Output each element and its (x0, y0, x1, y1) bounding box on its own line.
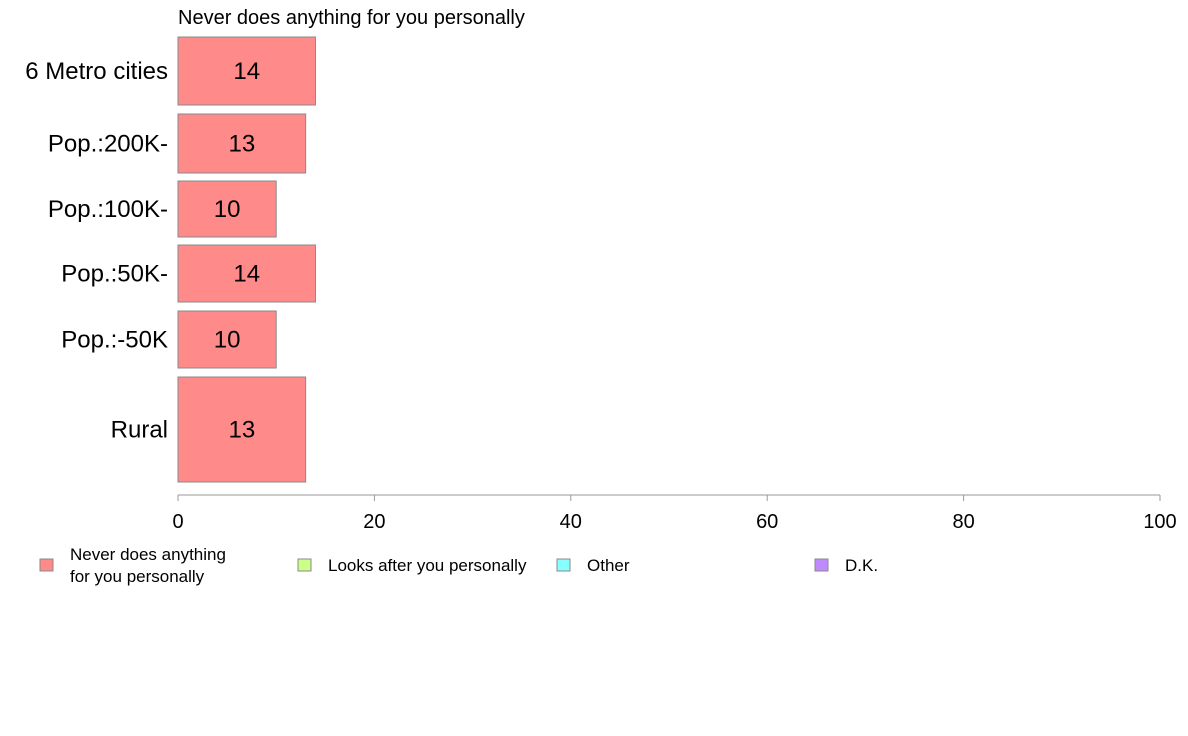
category-label: Pop.:100K- (48, 196, 168, 223)
legend-swatch (814, 558, 829, 572)
x-tick-label: 80 (952, 511, 974, 533)
bar-value-label: 14 (233, 261, 260, 288)
legend-label: Never does anything (70, 545, 226, 564)
legend-label: Other (587, 556, 630, 575)
bar-value-label: 10 (214, 327, 241, 354)
x-tick-label: 100 (1143, 511, 1176, 533)
category-label: 6 Metro cities (25, 58, 168, 85)
bars-group: 14 6 Metro cities 13 Pop.:200K- 10 Pop.:100K-… (25, 36, 316, 483)
x-tick-label: 20 (363, 511, 385, 533)
bar-value-label: 14 (233, 58, 260, 85)
legend-swatch (39, 558, 54, 572)
x-tick-label: 40 (560, 511, 582, 533)
category-label: Rural (111, 417, 168, 444)
x-axis: 0 20 40 60 80 100 (172, 494, 1177, 533)
bar (177, 180, 277, 238)
bar (177, 113, 307, 174)
legend-label: D.K. (845, 556, 878, 575)
category-label: Pop.:-50K (61, 327, 168, 354)
legend: Never does anything for you personally Loo… (39, 545, 878, 586)
category-label: Pop.:200K- (48, 131, 168, 158)
legend-swatch (297, 558, 312, 572)
bar (177, 376, 307, 483)
legend-label: Looks after you personally (328, 556, 527, 575)
bar-value-label: 13 (228, 417, 255, 444)
x-tick-label: 0 (172, 511, 183, 533)
category-label: Pop.:50K- (61, 261, 168, 288)
bar (177, 310, 277, 369)
legend-label: for you personally (70, 567, 205, 586)
chart-title: Never does anything for you personally (178, 7, 525, 29)
bar-value-label: 10 (214, 196, 241, 223)
bar (177, 244, 316, 303)
legend-swatch (556, 558, 571, 572)
bar-value-label: 13 (228, 131, 255, 158)
x-tick-label: 60 (756, 511, 778, 533)
bar (177, 36, 316, 106)
